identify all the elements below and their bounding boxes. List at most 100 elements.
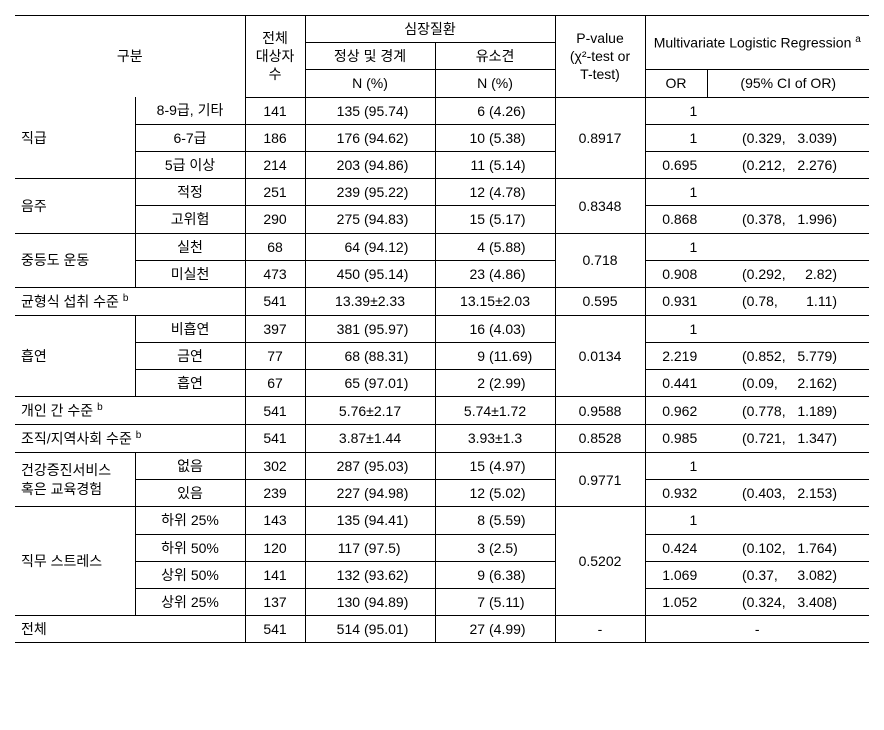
or-cell: 1.069 — [645, 561, 707, 588]
subcategory: 적정 — [135, 179, 245, 206]
normal-cell: 450(95.14) — [305, 260, 435, 287]
subcategory: 상위 50% — [135, 561, 245, 588]
ci-cell: (0.378,1.996) — [707, 206, 869, 233]
or-cell: 0.424 — [645, 534, 707, 561]
total-cell: 67 — [245, 370, 305, 397]
subcategory: 8-9급, 기타 — [135, 97, 245, 124]
total-cell: 541 — [245, 616, 305, 643]
or-cell: 0.962 — [645, 397, 707, 425]
table-row: 상위 25%137130(94.89)7(5.11)1.052(0.324,3.… — [15, 588, 869, 615]
table-row: 건강증진서비스 혹은 교육경험없음302287(95.03)15(4.97)0.… — [15, 452, 869, 479]
subcategory: 없음 — [135, 452, 245, 479]
or-cell: 1 — [645, 233, 707, 260]
total-cell: 68 — [245, 233, 305, 260]
total-cell: 541 — [245, 397, 305, 425]
ci-cell — [707, 507, 869, 534]
abnormal-cell: 9(11.69) — [435, 342, 555, 369]
total-cell: 541 — [245, 425, 305, 453]
normal-cell: 381(95.97) — [305, 315, 435, 342]
normal-cell: 135(94.41) — [305, 507, 435, 534]
pvalue-cell: 0.9771 — [555, 452, 645, 506]
ci-cell: (0.324,3.408) — [707, 588, 869, 615]
header-abnormal: 유소견 — [435, 43, 555, 70]
normal-cell: 514(95.01) — [305, 616, 435, 643]
normal-cell: 117(97.5) — [305, 534, 435, 561]
abnormal-cell: 11(5.14) — [435, 151, 555, 178]
ci-cell: (0.37,3.082) — [707, 561, 869, 588]
subcategory: 상위 25% — [135, 588, 245, 615]
table-row: 중등도 운동실천6864(94.12)4(5.88)0.7181 — [15, 233, 869, 260]
header-heart: 심장질환 — [305, 16, 555, 43]
or-cell: 0.695 — [645, 151, 707, 178]
header-regression: Multivariate Logistic Regression a — [645, 16, 869, 70]
ci-cell: (0.292,2.82) — [707, 260, 869, 287]
abnormal-cell: 3(2.5) — [435, 534, 555, 561]
pvalue-cell: 0.595 — [555, 287, 645, 315]
or-cell: 1 — [645, 452, 707, 479]
or-cell: 1 — [645, 179, 707, 206]
abnormal-cell: 7(5.11) — [435, 588, 555, 615]
pvalue-cell: 0.0134 — [555, 315, 645, 397]
table-row: 조직/지역사회 수준 b5413.87±1.443.93±1.30.85280.… — [15, 425, 869, 453]
header-abnormal-npct: N (%) — [435, 70, 555, 97]
group-label: 중등도 운동 — [15, 233, 135, 287]
or-cell: 1 — [645, 507, 707, 534]
abnormal-cell: 2(2.99) — [435, 370, 555, 397]
or-cell: 2.219 — [645, 342, 707, 369]
total-cell: 251 — [245, 179, 305, 206]
or-cell: 0.931 — [645, 287, 707, 315]
abnormal-cell: 12(4.78) — [435, 179, 555, 206]
abnormal-cell: 5.74±1.72 — [435, 397, 555, 425]
subcategory: 5급 이상 — [135, 151, 245, 178]
total-label: 전체 — [15, 616, 245, 643]
abnormal-cell: 10(5.38) — [435, 124, 555, 151]
table-row: 직급8-9급, 기타141135(95.74)6(4.26)0.89171 — [15, 97, 869, 124]
ci-cell — [707, 233, 869, 260]
ci-cell: (0.721,1.347) — [707, 425, 869, 453]
or-cell: 1 — [645, 315, 707, 342]
table-row: 상위 50%141132(93.62)9(6.38)1.069(0.37,3.0… — [15, 561, 869, 588]
header-regression-sup: a — [855, 34, 861, 45]
total-cell: 239 — [245, 480, 305, 507]
ci-cell — [707, 97, 869, 124]
total-cell: 143 — [245, 507, 305, 534]
group-label: 개인 간 수준 b — [15, 397, 245, 425]
total-cell: 397 — [245, 315, 305, 342]
header-normal: 정상 및 경계 — [305, 43, 435, 70]
or-cell: 1 — [645, 97, 707, 124]
table-row: 금연7768(88.31)9(11.69)2.219(0.852,5.779) — [15, 342, 869, 369]
pvalue-cell: 0.9588 — [555, 397, 645, 425]
or-cell: 1.052 — [645, 588, 707, 615]
subcategory: 금연 — [135, 342, 245, 369]
abnormal-cell: 15(5.17) — [435, 206, 555, 233]
subcategory: 비흡연 — [135, 315, 245, 342]
total-cell: 541 — [245, 287, 305, 315]
subcategory: 흡연 — [135, 370, 245, 397]
ci-cell — [707, 452, 869, 479]
abnormal-cell: 13.15±2.03 — [435, 287, 555, 315]
pvalue-cell: 0.8528 — [555, 425, 645, 453]
total-cell: 302 — [245, 452, 305, 479]
abnormal-cell: 8(5.59) — [435, 507, 555, 534]
ci-cell: (0.403,2.153) — [707, 480, 869, 507]
total-cell: 290 — [245, 206, 305, 233]
group-label: 건강증진서비스 혹은 교육경험 — [15, 452, 135, 506]
abnormal-cell: 27(4.99) — [435, 616, 555, 643]
normal-cell: 13.39±2.33 — [305, 287, 435, 315]
group-label: 균형식 섭취 수준 b — [15, 287, 245, 315]
total-cell: 186 — [245, 124, 305, 151]
normal-cell: 135(95.74) — [305, 97, 435, 124]
table-header: 구분 전체 대상자 수 심장질환 P-value (χ²-test or T-t… — [15, 16, 869, 98]
abnormal-cell: 23(4.86) — [435, 260, 555, 287]
table-body: 직급8-9급, 기타141135(95.74)6(4.26)0.891716-7… — [15, 97, 869, 643]
pvalue-cell: - — [555, 616, 645, 643]
ci-cell: (0.78,1.11) — [707, 287, 869, 315]
total-cell: 141 — [245, 97, 305, 124]
or-cell: 0.985 — [645, 425, 707, 453]
subcategory: 하위 25% — [135, 507, 245, 534]
normal-cell: 65(97.01) — [305, 370, 435, 397]
header-or: OR — [645, 70, 707, 97]
subcategory: 6-7급 — [135, 124, 245, 151]
table-row: 있음239227(94.98)12(5.02)0.932(0.403,2.153… — [15, 480, 869, 507]
pvalue-cell: 0.5202 — [555, 507, 645, 616]
